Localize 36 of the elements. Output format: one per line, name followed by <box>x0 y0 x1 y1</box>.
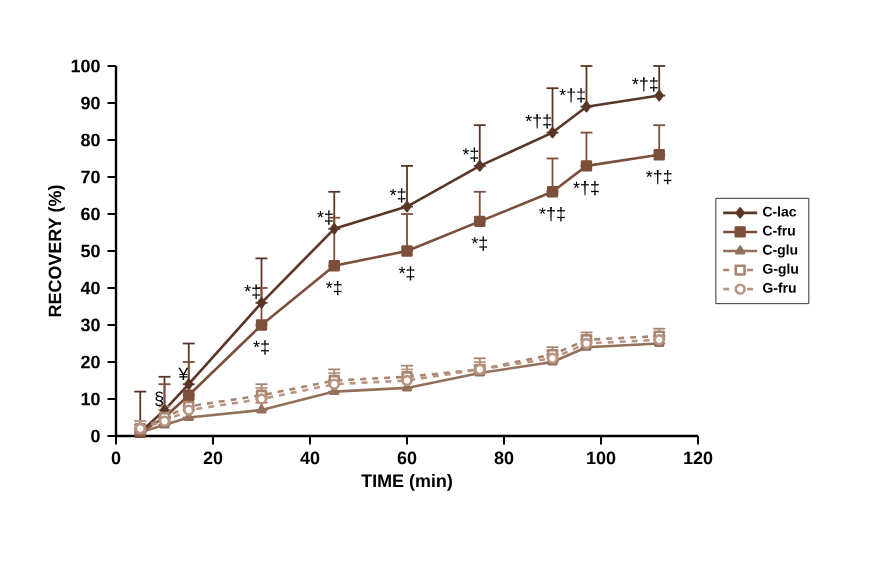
y-tick-label: 10 <box>81 392 100 406</box>
y-tick-label: 20 <box>81 355 100 369</box>
annotation: *‡ <box>244 284 260 299</box>
annotation: ¥ <box>178 367 189 381</box>
x-tick-label: 100 <box>587 451 616 465</box>
x-axis-title: TIME (min) <box>361 473 452 491</box>
x-tick-label: 20 <box>203 451 223 465</box>
annotation: *†‡ <box>646 169 672 185</box>
annotation: *‡ <box>326 280 342 296</box>
y-tick-label: 70 <box>81 170 100 184</box>
y-axis-title: RECOVERY (%) <box>48 185 65 317</box>
annotation: *‡ <box>471 236 488 251</box>
annotation: *†‡ <box>632 77 658 92</box>
annotation: *†‡ <box>525 114 551 129</box>
y-tick-label: 50 <box>81 244 100 258</box>
x-tick-label: 120 <box>684 451 713 465</box>
annotation: *‡ <box>253 340 269 355</box>
x-tick-label: 80 <box>494 451 514 465</box>
annotation: *†‡ <box>573 181 599 196</box>
y-tick-label: 40 <box>80 281 100 295</box>
annotation: *‡ <box>317 210 333 225</box>
x-tick-label: 60 <box>397 451 417 465</box>
annotation: *†‡ <box>559 88 585 103</box>
x-tick-label: 0 <box>111 451 121 465</box>
y-tick-label: 0 <box>91 429 100 443</box>
annotation: *†‡ <box>539 206 565 222</box>
y-tick-label: 30 <box>80 318 100 332</box>
y-tick-label: 60 <box>81 207 100 221</box>
annotation: *‡ <box>389 188 406 203</box>
y-tick-label: 100 <box>71 59 100 73</box>
y-tick-label: 90 <box>81 96 100 110</box>
annotation: *‡ <box>462 147 479 162</box>
annotation: *‡ <box>398 266 415 281</box>
x-tick-label: 40 <box>300 451 320 465</box>
y-tick-label: 80 <box>81 133 100 147</box>
annotation: § <box>155 391 164 406</box>
